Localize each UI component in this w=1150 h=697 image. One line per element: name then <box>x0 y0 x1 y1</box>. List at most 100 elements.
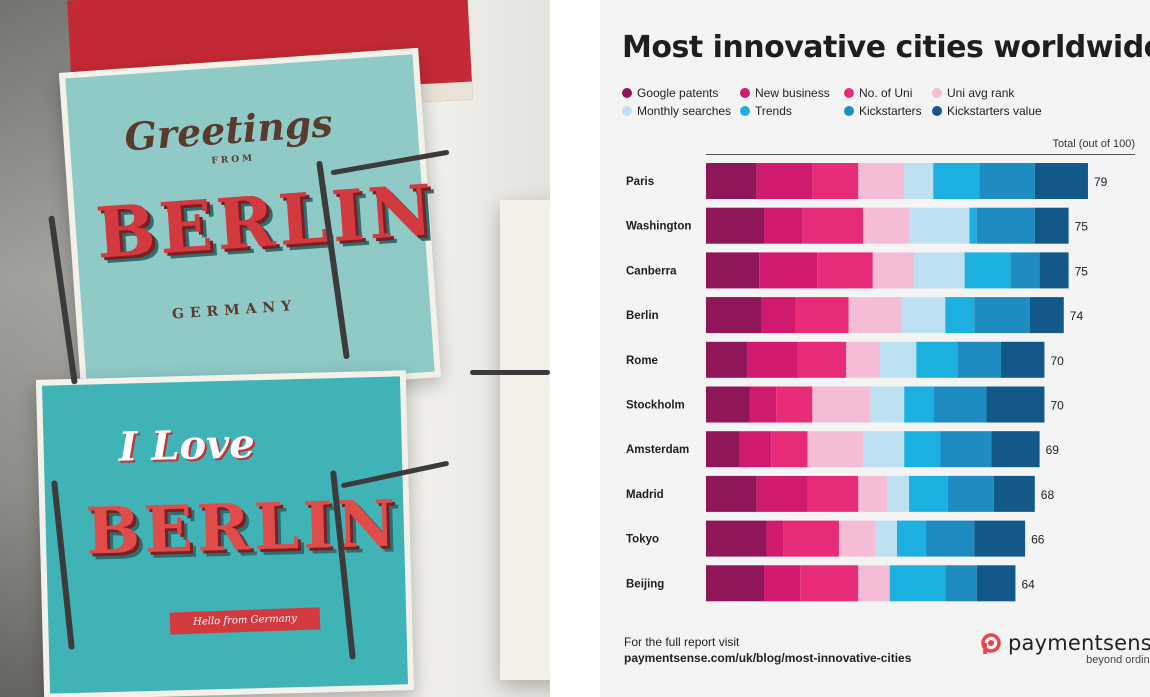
bar-segment <box>991 431 1040 468</box>
total-value-label: 75 <box>1075 264 1089 278</box>
bar-segment <box>976 565 1016 602</box>
bar-segment <box>993 475 1035 512</box>
paymentsense-logo-icon <box>981 633 1001 654</box>
legend-label: New business <box>755 86 830 100</box>
bar-segment <box>807 431 864 468</box>
bar-segment <box>706 297 762 334</box>
bar-segment <box>964 252 1011 289</box>
bar-segment <box>909 475 948 512</box>
bar-segment <box>706 386 750 423</box>
bar-segment <box>896 520 926 557</box>
bar-segment <box>945 297 975 334</box>
bar-segment <box>749 386 777 423</box>
bar-segment <box>761 297 796 334</box>
bar-segment <box>870 386 905 423</box>
bar-segment <box>1034 207 1069 244</box>
bar-segment <box>1000 341 1045 378</box>
bar-segment <box>706 475 757 512</box>
bar-segment <box>706 163 757 199</box>
legend-item: Kickstarters <box>844 104 922 118</box>
legend-swatch <box>844 88 854 98</box>
report-link[interactable]: paymentsense.com/uk/blog/most-innovative… <box>624 651 912 665</box>
bar-segment <box>783 520 839 557</box>
bar-segment <box>812 386 871 423</box>
legend-item: Trends <box>740 104 792 118</box>
bar-segment <box>974 520 1026 557</box>
city-label: Berlin <box>626 310 659 322</box>
postcard-greetings-berlin: Greetings FROM BERLIN GERMANY <box>58 47 442 403</box>
bar-segment <box>747 341 798 378</box>
legend-swatch <box>622 106 632 116</box>
legend-label: Uni avg rank <box>947 86 1015 100</box>
postcard-script-text: Greetings <box>122 100 335 160</box>
city-label: Tokyo <box>626 534 659 546</box>
city-label: Stockholm <box>626 400 685 412</box>
bar-segment <box>846 341 881 378</box>
legend-label: Monthly searches <box>637 104 732 118</box>
footer-line: For the full report visit <box>624 635 740 649</box>
bar-segment <box>1034 163 1088 199</box>
bar-segment <box>759 252 818 289</box>
stacked-bar-chart: Paris 79 Washington 75 Canberra 75 Berlin 74 Rom… <box>626 163 1108 602</box>
bar-segment <box>904 163 934 199</box>
bar-segment <box>771 431 808 468</box>
total-value-label: 79 <box>1094 175 1108 189</box>
city-label: Amsterdam <box>626 444 689 456</box>
legend-swatch <box>932 88 942 98</box>
brand-name: paymentsense <box>1008 631 1150 655</box>
bar-segment <box>764 207 803 244</box>
total-value-label: 64 <box>1021 577 1035 591</box>
legend-swatch <box>740 88 750 98</box>
bar-segment <box>858 565 890 602</box>
bar-segment <box>756 163 813 199</box>
bar-segment <box>901 297 946 334</box>
bar-segment <box>969 207 977 244</box>
legend-item: New business <box>740 86 830 100</box>
postcard-city-text: BERLIN <box>93 168 439 275</box>
bar-segment <box>802 207 864 244</box>
bar-segment <box>838 520 876 557</box>
postcard-city-text: BERLIN <box>84 486 401 570</box>
infographic-panel: Most innovative cities worldwide Google … <box>600 0 1150 697</box>
bar-segment <box>947 475 994 512</box>
total-value-label: 66 <box>1031 533 1045 547</box>
city-label: Madrid <box>626 489 664 501</box>
bar-segment <box>1029 297 1064 334</box>
bar-segment <box>812 163 859 199</box>
bar-segment <box>858 163 905 199</box>
bar-segment <box>904 386 934 423</box>
chart-title: Most innovative cities worldwide <box>622 30 1150 65</box>
berlin-postcards-photo: Greetings FROM BERLIN GERMANY I Love BER… <box>0 0 550 697</box>
legend-item: No. of Uni <box>844 86 912 100</box>
postcard-script-text: I Love <box>118 420 256 471</box>
city-label: Beijing <box>626 578 664 590</box>
legend-item: Monthly searches <box>622 104 731 118</box>
legend-item: Google patents <box>622 86 718 100</box>
bar-segment <box>848 297 902 334</box>
legend-item: Uni avg rank <box>932 86 1014 100</box>
bar-segment <box>933 163 980 199</box>
side-postcard <box>500 200 550 680</box>
paymentsense-logo: paymentsense beyond ordinary <box>980 632 1150 668</box>
total-value-label: 69 <box>1046 443 1060 457</box>
legend-swatch <box>932 106 942 116</box>
bar-segment <box>706 252 760 289</box>
bar-segment <box>706 341 748 378</box>
bar-segment <box>875 520 897 557</box>
bar-segment <box>706 565 765 602</box>
bar-segment <box>706 520 767 557</box>
bar-segment <box>979 163 1035 199</box>
postcard-from-text: FROM <box>211 153 256 167</box>
bar-segment <box>887 475 910 512</box>
legend-swatch <box>844 106 854 116</box>
bar-segment <box>880 341 917 378</box>
bar-segment <box>756 475 808 512</box>
bar-segment <box>766 520 784 557</box>
bar-segment <box>1039 252 1069 289</box>
legend-label: Kickstarters <box>859 104 922 118</box>
bar-segment <box>974 297 1030 334</box>
bar-segment <box>706 431 740 468</box>
total-value-label: 68 <box>1041 488 1055 502</box>
bar-segment <box>800 565 859 602</box>
bar-segment <box>957 341 1001 378</box>
